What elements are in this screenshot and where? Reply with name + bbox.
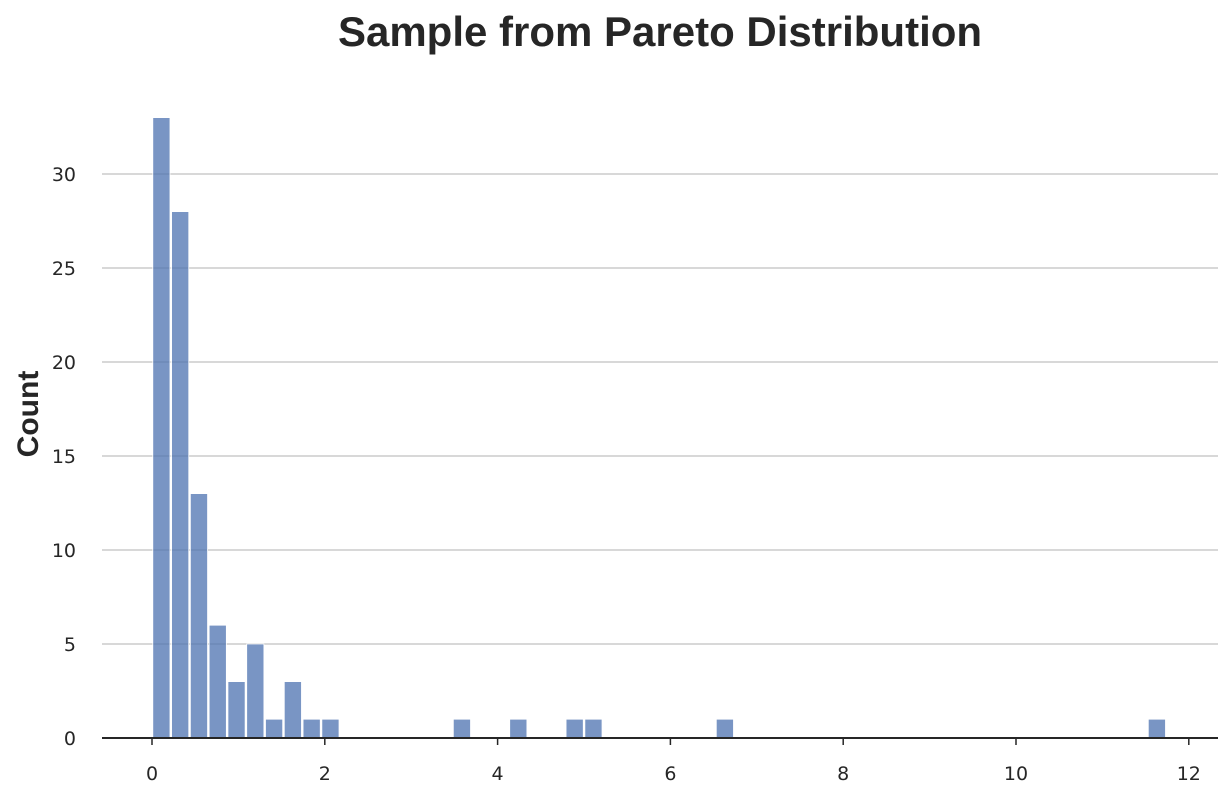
histogram-bar <box>189 493 208 739</box>
x-tick-label: 2 <box>319 763 331 785</box>
chart-title: Sample from Pareto Distribution <box>338 8 982 55</box>
y-axis-label: Count <box>12 371 45 458</box>
y-tick-label: 0 <box>64 728 76 750</box>
histogram-bar <box>227 681 246 739</box>
histogram-bar <box>208 624 227 739</box>
histogram-bar <box>715 718 734 739</box>
y-tick-label: 10 <box>52 540 76 562</box>
histogram-bar <box>1147 718 1166 739</box>
y-tick-label: 30 <box>52 164 76 186</box>
histogram-bar <box>171 211 190 739</box>
x-tick-label: 0 <box>146 763 158 785</box>
y-tick-label: 5 <box>64 634 76 656</box>
histogram-bar <box>152 117 171 739</box>
x-tick-label: 4 <box>492 763 504 785</box>
y-axis-ticks: 0 5 10 15 20 25 30 <box>52 164 76 750</box>
x-tick-label: 6 <box>664 763 676 785</box>
histogram-bar <box>584 718 603 739</box>
histogram-bar <box>565 718 584 739</box>
histogram-bar <box>246 643 265 739</box>
y-tick-label: 25 <box>52 258 76 280</box>
histogram-bar <box>302 718 321 739</box>
histogram-bar <box>265 718 284 739</box>
grid-lines <box>102 173 1218 645</box>
histogram-bar <box>283 681 302 739</box>
histogram-bar <box>509 718 528 739</box>
x-tick-label: 12 <box>1177 763 1201 785</box>
histogram-bar <box>452 718 471 739</box>
histogram-bar <box>321 718 340 739</box>
x-axis-ticks: 0 2 4 6 8 10 12 <box>146 738 1201 785</box>
y-tick-label: 15 <box>52 446 76 468</box>
histogram-bars <box>152 117 1166 739</box>
y-tick-label: 20 <box>52 352 76 374</box>
x-tick-label: 8 <box>837 763 849 785</box>
x-tick-label: 10 <box>1004 763 1028 785</box>
